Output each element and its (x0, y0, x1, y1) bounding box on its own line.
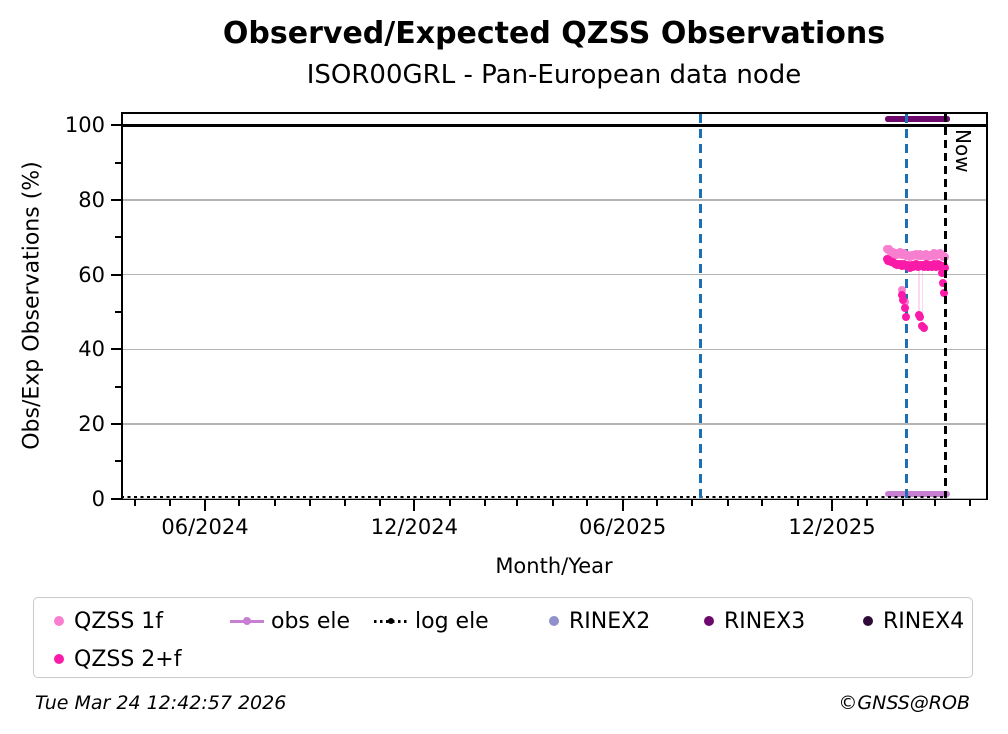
x-major-tick (413, 500, 416, 511)
legend: QZSS 1f obs ele log ele RINEX2 RINEX3 RINEX4 Q… (33, 597, 973, 678)
faint-connector (918, 267, 920, 317)
legend-label: obs ele (271, 608, 351, 634)
legend-marker-icon (701, 613, 717, 629)
data-point-qzss_2f (938, 279, 947, 288)
x-minor-tick (516, 500, 519, 506)
legend-marker-icon (860, 613, 876, 629)
y-tick-label: 80 (78, 188, 105, 213)
x-major-tick (621, 500, 624, 511)
x-minor-tick (309, 500, 312, 506)
x-tick-label: 12/2025 (788, 515, 876, 539)
legend-item-rinex4: RINEX4 (860, 606, 964, 636)
data-point-qzss_2f (937, 269, 946, 278)
x-minor-tick (379, 500, 382, 506)
gridline (123, 423, 986, 425)
x-minor-tick (933, 500, 936, 506)
y-tick-label: 0 (91, 486, 105, 511)
faint-connector (921, 268, 924, 328)
legend-marker-icon (230, 613, 264, 629)
x-minor-tick (901, 500, 904, 506)
x-major-tick (204, 500, 206, 511)
reference-line-100 (121, 123, 988, 127)
x-minor-tick (969, 500, 972, 506)
legend-item-qzss-2-f: QZSS 2+f (51, 644, 182, 674)
event-vline (698, 114, 702, 498)
x-minor-tick (551, 500, 554, 506)
x-minor-tick (448, 500, 451, 506)
x-minor-tick (866, 500, 869, 506)
data-point-qzss_2f (916, 312, 925, 321)
x-minor-tick (168, 500, 171, 506)
y-tick-label: 40 (78, 337, 105, 362)
legend-label: QZSS 1f (74, 608, 164, 634)
legend-marker-icon (546, 613, 562, 629)
legend-item-log-ele: log ele (374, 606, 489, 636)
legend-item-obs-ele: obs ele (230, 606, 350, 636)
x-minor-tick (273, 500, 276, 506)
y-major-tick (111, 423, 121, 426)
data-point-qzss_2f (902, 313, 911, 322)
data-point-qzss_1f (897, 286, 906, 295)
x-minor-tick (796, 500, 799, 506)
y-major-tick (111, 273, 121, 276)
legend-label: log ele (415, 608, 489, 634)
y-major-tick (111, 124, 121, 127)
x-major-tick (831, 500, 833, 511)
x-tick-label: 06/2025 (578, 515, 667, 539)
gridline (123, 199, 986, 201)
x-minor-tick (691, 500, 694, 506)
x-minor-tick (134, 500, 137, 506)
obs_ele-line (884, 491, 950, 498)
x-minor-tick (726, 500, 729, 506)
legend-item-rinex3: RINEX3 (701, 606, 805, 636)
now-annotation: Now (951, 129, 975, 173)
now-vline (943, 114, 947, 498)
x-minor-tick (761, 500, 764, 506)
y-major-tick (111, 348, 121, 351)
data-point-qzss_2f (897, 291, 906, 300)
y-minor-tick (115, 460, 121, 463)
y-minor-tick (115, 161, 121, 164)
y-minor-tick (115, 236, 121, 239)
legend-item-rinex2: RINEX2 (546, 606, 650, 636)
legend-label: RINEX4 (883, 608, 965, 634)
x-axis-label: Month/Year (495, 554, 613, 578)
y-tick-label: 100 (64, 113, 105, 138)
y-tick-label: 60 (78, 262, 105, 287)
legend-marker-icon (51, 613, 67, 629)
gridline (123, 348, 986, 350)
x-tick-label: 06/2024 (161, 515, 249, 539)
y-major-tick (111, 199, 121, 202)
legend-label: QZSS 2+f (74, 646, 182, 672)
x-minor-tick (343, 500, 346, 506)
x-minor-tick (655, 500, 658, 506)
x-minor-tick (238, 500, 241, 506)
gridline (123, 274, 986, 276)
chart-title: Observed/Expected QZSS Observations (222, 16, 886, 51)
y-minor-tick (115, 385, 121, 388)
x-minor-tick (484, 500, 487, 506)
y-tick-label: 20 (78, 412, 105, 437)
y-minor-tick (115, 311, 121, 314)
data-point-qzss_2f (901, 304, 910, 313)
gridline (123, 498, 986, 500)
data-point-qzss_2f (898, 295, 907, 304)
x-minor-tick (586, 500, 589, 506)
log_ele-line (121, 495, 946, 499)
y-major-tick (111, 497, 121, 500)
legend-label: RINEX2 (569, 608, 651, 634)
legend-marker-icon (374, 613, 408, 629)
legend-label: RINEX3 (724, 608, 806, 634)
chart-subtitle: ISOR00GRL - Pan-European data node (306, 60, 802, 90)
footer-credit: ©GNSS@ROB (838, 692, 970, 714)
data-point-qzss_2f (919, 323, 928, 332)
legend-item-qzss-1f: QZSS 1f (51, 606, 163, 636)
legend-marker-icon (51, 651, 67, 667)
x-tick-label: 12/2024 (370, 515, 458, 539)
footer-timestamp: Tue Mar 24 12:42:57 2026 (35, 692, 287, 714)
rinex3-line (884, 116, 950, 122)
